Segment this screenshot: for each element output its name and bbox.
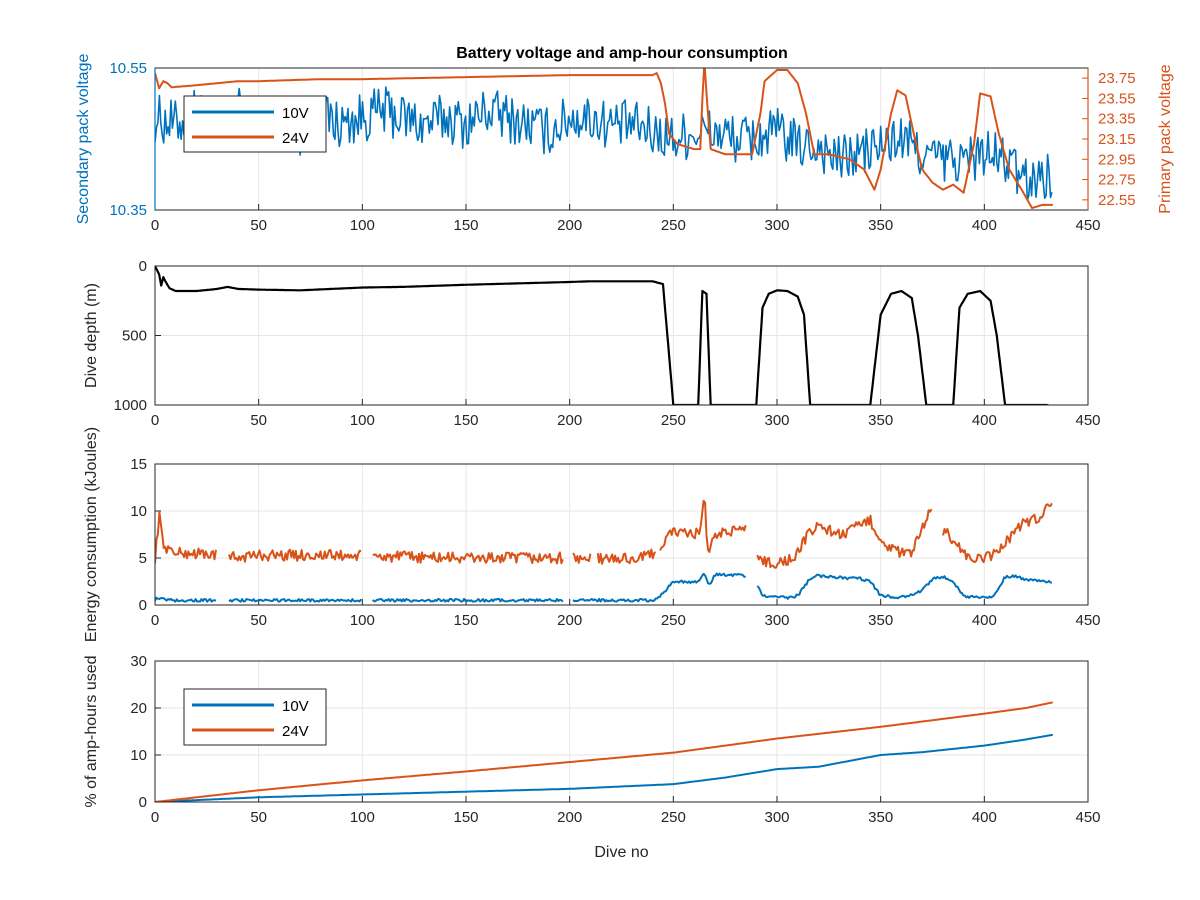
series-group bbox=[155, 266, 1052, 405]
x-tick-label: 50 bbox=[250, 809, 267, 826]
y-tick-label: 10.35 bbox=[109, 202, 147, 219]
x-tick-label: 450 bbox=[1075, 612, 1100, 629]
series-line-24v bbox=[155, 68, 1053, 209]
x-tick-label: 450 bbox=[1075, 412, 1100, 429]
series-line-10v bbox=[155, 733, 1053, 802]
y-tick-label: 0 bbox=[139, 794, 147, 811]
series-line-10v bbox=[155, 572, 1053, 603]
y-tick-label: 15 bbox=[130, 456, 147, 473]
figure-title: Battery voltage and amp-hour consumption bbox=[456, 45, 788, 62]
y-right-tick-label: 23.75 bbox=[1098, 70, 1136, 87]
x-tick-label: 250 bbox=[661, 412, 686, 429]
y-right-tick-label: 22.95 bbox=[1098, 151, 1136, 168]
y-axis-label: % of amp-hours used bbox=[83, 655, 100, 807]
x-tick-label: 300 bbox=[764, 217, 789, 234]
x-tick-label: 150 bbox=[453, 612, 478, 629]
y-tick-label: 30 bbox=[130, 653, 147, 670]
y-tick-label: 500 bbox=[122, 328, 147, 345]
legend-box bbox=[183, 95, 327, 153]
x-tick-label: 200 bbox=[557, 612, 582, 629]
x-tick-label: 350 bbox=[868, 612, 893, 629]
series-line-depth bbox=[155, 266, 1052, 405]
y-right-axis-label: Primary pack voltage bbox=[1157, 64, 1174, 213]
x-tick-label: 400 bbox=[972, 217, 997, 234]
x-tick-label: 0 bbox=[151, 412, 159, 429]
x-tick-label: 250 bbox=[661, 612, 686, 629]
x-tick-label: 350 bbox=[868, 809, 893, 826]
x-tick-label: 450 bbox=[1075, 217, 1100, 234]
x-tick-label: 400 bbox=[972, 412, 997, 429]
plot-area: 0 50 100 150 200 250 300 350 400 45010.3510.5522.… bbox=[75, 54, 1174, 861]
x-tick-label: 50 bbox=[250, 612, 267, 629]
y-right-tick-label: 23.35 bbox=[1098, 111, 1136, 128]
x-tick-label: 100 bbox=[350, 412, 375, 429]
x-tick-label: 200 bbox=[557, 809, 582, 826]
y-tick-label: 5 bbox=[139, 550, 147, 567]
axes-frame bbox=[154, 660, 1089, 803]
y-tick-label: 10 bbox=[130, 747, 147, 764]
x-tick-label: 0 bbox=[151, 809, 159, 826]
y-right-tick-label: 23.15 bbox=[1098, 131, 1136, 148]
x-tick-label: 400 bbox=[972, 809, 997, 826]
x-tick-label: 350 bbox=[868, 217, 893, 234]
panel-1: 0 50 100 150 200 250 300 350 400 450 10.35 10.55 22.… bbox=[75, 54, 1174, 234]
x-tick-label: 300 bbox=[764, 412, 789, 429]
x-tick-label: 450 bbox=[1075, 809, 1100, 826]
x-tick-label: 300 bbox=[764, 809, 789, 826]
y-right-tick-label: 22.75 bbox=[1098, 172, 1136, 189]
panel-2: 0 50 100 150 200 250 300 350 400 450 0 500 1000 Dive … bbox=[83, 258, 1101, 429]
y-right-tick-label: 23.55 bbox=[1098, 90, 1136, 107]
x-axis-label: Dive no bbox=[594, 844, 648, 861]
x-tick-label: 150 bbox=[453, 217, 478, 234]
y-axis-label: Secondary pack voltage bbox=[75, 54, 92, 225]
legend-label-24v: 24V bbox=[282, 723, 309, 740]
legend-label-10v: 10V bbox=[282, 698, 309, 715]
x-tick-label: 400 bbox=[972, 612, 997, 629]
y-tick-label: 10 bbox=[130, 503, 147, 520]
x-tick-label: 0 bbox=[151, 217, 159, 234]
x-tick-label: 250 bbox=[661, 809, 686, 826]
series-group bbox=[155, 701, 1053, 802]
series-line-24v bbox=[155, 499, 1053, 569]
y-tick-label: 0 bbox=[139, 597, 147, 614]
y-right-tick-label: 22.55 bbox=[1098, 192, 1136, 209]
panel-4: 0 50 100 150 200 250 300 350 400 450 0 10 20 30 % of a… bbox=[83, 653, 1101, 861]
x-tick-label: 350 bbox=[868, 412, 893, 429]
x-tick-label: 0 bbox=[151, 612, 159, 629]
y-tick-label: 10.55 bbox=[109, 60, 147, 77]
panel-3: 0 50 100 150 200 250 300 350 400 450 0 5 10 15 Energy … bbox=[83, 427, 1101, 642]
x-tick-label: 100 bbox=[350, 217, 375, 234]
y-tick-label: 1000 bbox=[114, 397, 147, 414]
series-line-24v bbox=[155, 701, 1053, 802]
y-axis-label: Energy consumption (kJoules) bbox=[83, 427, 100, 642]
y-tick-label: 20 bbox=[130, 700, 147, 717]
axes-frame bbox=[154, 265, 1089, 406]
legend-label-24v: 24V bbox=[282, 130, 309, 147]
legend-label-10v: 10V bbox=[282, 105, 309, 122]
x-tick-label: 50 bbox=[250, 412, 267, 429]
x-tick-label: 100 bbox=[350, 612, 375, 629]
x-tick-label: 200 bbox=[557, 217, 582, 234]
x-tick-label: 200 bbox=[557, 412, 582, 429]
x-tick-label: 150 bbox=[453, 809, 478, 826]
x-tick-label: 150 bbox=[453, 412, 478, 429]
y-tick-label: 0 bbox=[139, 258, 147, 275]
x-tick-label: 100 bbox=[350, 809, 375, 826]
y-axis-label: Dive depth (m) bbox=[83, 283, 100, 388]
x-tick-label: 50 bbox=[250, 217, 267, 234]
series-group bbox=[155, 499, 1053, 603]
axes-background bbox=[155, 464, 1088, 605]
x-tick-label: 250 bbox=[661, 217, 686, 234]
legend-box bbox=[183, 688, 327, 746]
axes-frame bbox=[154, 463, 1089, 606]
x-tick-label: 300 bbox=[764, 612, 789, 629]
